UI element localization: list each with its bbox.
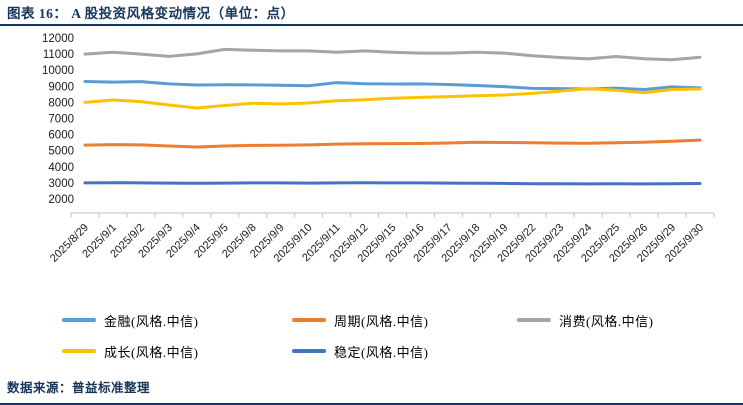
legend-item: 成长(风格.中信) — [62, 342, 292, 360]
data-source-note: 数据来源：普益标准整理 — [7, 381, 151, 395]
chart-legend: 金融(风格.中信) 周期(风格.中信) 消费(风格.中信) 成长(风格.中信) 稳定(风… — [62, 311, 722, 360]
legend-item: 稳定(风格.中信) — [292, 342, 517, 360]
series-line — [83, 87, 702, 110]
legend-label: 消费(风格.中信) — [559, 313, 654, 329]
y-axis-tick-label: 2000 — [48, 194, 74, 206]
chart-title: 图表 16： A 股投资风格变动情况（单位：点） — [7, 6, 295, 21]
series-line — [83, 47, 702, 62]
y-axis-tick-label: 4000 — [48, 162, 74, 174]
legend-label: 成长(风格.中信) — [104, 344, 199, 360]
legend-line-swatch — [292, 349, 326, 353]
legend-line-swatch — [62, 349, 96, 353]
series-line — [83, 181, 702, 186]
series-line — [83, 138, 702, 149]
y-axis-tick-label: 9000 — [48, 81, 74, 93]
y-axis-tick-label: 5000 — [48, 146, 74, 158]
x-axis-tick-label: 2025/8/29 — [48, 222, 91, 265]
style-index-line-chart: 2000 3000 4000 5000 6000 7000 8000 9000 10000 110… — [42, 33, 715, 265]
legend-line-swatch — [517, 318, 551, 322]
legend-item: 金融(风格.中信) — [62, 311, 292, 329]
bottom-rule — [0, 402, 743, 405]
legend-label: 周期(风格.中信) — [334, 313, 429, 329]
y-axis-tick-label: 7000 — [48, 114, 74, 126]
legend-item: 周期(风格.中信) — [292, 311, 517, 329]
y-axis-tick-label: 3000 — [48, 178, 74, 190]
y-axis-labels: 2000 3000 4000 5000 6000 7000 8000 9000 10000 110… — [42, 33, 74, 206]
y-axis-tick-label: 8000 — [48, 97, 74, 109]
legend-line-swatch — [62, 318, 96, 322]
y-axis-tick-label: 11000 — [43, 49, 74, 61]
legend-label: 稳定(风格.中信) — [334, 344, 429, 360]
legend-line-swatch — [292, 318, 326, 322]
chart-title-bar: 图表 16： A 股投资风格变动情况（单位：点） — [0, 0, 743, 26]
x-axis-labels: 2025/8/292025/9/12025/9/22025/9/32025/9/… — [48, 222, 706, 265]
y-axis-tick-label: 6000 — [48, 130, 74, 142]
legend-item: 消费(风格.中信) — [517, 311, 722, 329]
legend-label: 金融(风格.中信) — [104, 313, 199, 329]
x-axis — [70, 212, 715, 218]
y-axis-tick-label: 10000 — [42, 65, 74, 77]
y-axis-tick-label: 12000 — [42, 33, 74, 45]
